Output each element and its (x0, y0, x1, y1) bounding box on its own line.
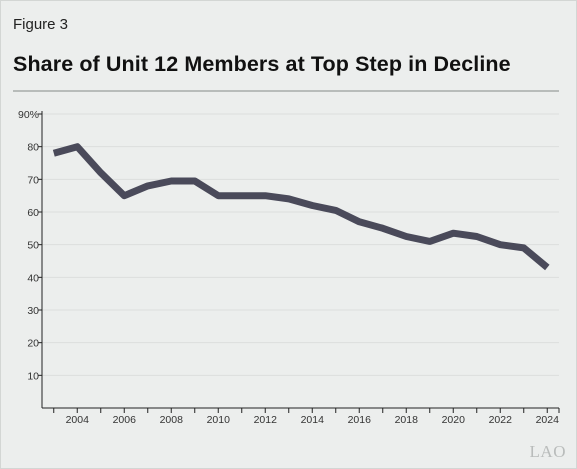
y-tick-label: 10 (27, 370, 39, 382)
chart-title: Share of Unit 12 Members at Top Step in … (13, 52, 511, 76)
lao-logo: LAO (529, 442, 566, 461)
x-tick-label: 2016 (348, 414, 372, 426)
x-tick-label: 2020 (442, 414, 466, 426)
x-tick-label: 2014 (301, 414, 325, 426)
x-tick-label: 2018 (395, 414, 419, 426)
x-tick-label: 2006 (113, 414, 137, 426)
x-tick-label: 2024 (536, 414, 560, 426)
x-tick-label: 2022 (489, 414, 513, 426)
series-line (52, 143, 550, 271)
y-tick-label: 90% (18, 109, 39, 121)
y-tick-label: 30 (27, 305, 39, 317)
y-tick-label: 80 (27, 142, 39, 154)
y-tick-label: 40 (27, 272, 39, 284)
y-tick-label: 60 (27, 207, 39, 219)
y-tick-label: 70 (27, 174, 39, 186)
x-tick-label: 2008 (160, 414, 184, 426)
title-divider (13, 90, 559, 92)
x-tick-label: 2010 (207, 414, 231, 426)
y-tick-label: 20 (27, 338, 39, 350)
y-tick-label: 50 (27, 240, 39, 252)
x-tick-label: 2012 (254, 414, 278, 426)
figure-label: Figure 3 (13, 16, 69, 33)
x-tick-label: 2004 (66, 414, 90, 426)
